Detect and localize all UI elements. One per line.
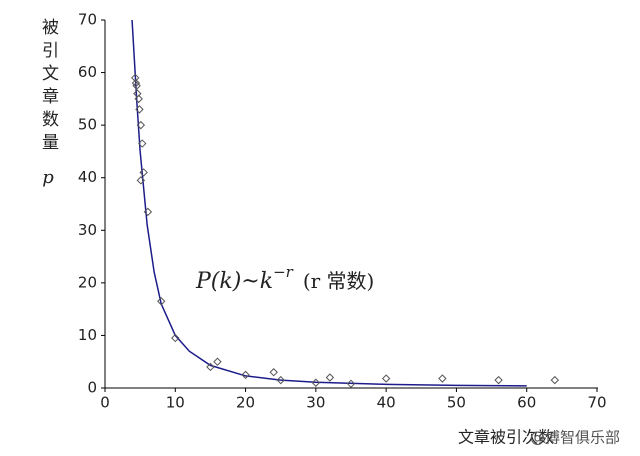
y-tick-label: 70: [78, 11, 97, 29]
data-point: [381, 374, 391, 383]
y-tick-label: 10: [78, 326, 97, 344]
data-point: [550, 375, 560, 385]
x-tick-label: 20: [236, 394, 255, 412]
y-tick-label: 40: [78, 168, 97, 186]
x-tick-label: 0: [100, 394, 110, 412]
x-tick-label: 30: [306, 394, 325, 412]
data-point: [136, 176, 146, 185]
fit-curve: [131, 19, 527, 387]
data-point: [132, 81, 141, 90]
data-point: [143, 207, 153, 217]
y-axis-label: 被引文章数量: [38, 18, 59, 156]
formula: P(k)~k−r (r 常数): [195, 263, 374, 294]
data-point: [131, 78, 141, 88]
y-tick-label: 50: [78, 116, 97, 134]
y-axis-symbol: p: [42, 167, 54, 188]
formula-exponent: −r: [273, 263, 294, 281]
data-point: [346, 379, 356, 389]
x-tick-label: 50: [447, 394, 466, 412]
data-point: [438, 374, 447, 383]
formula-note: (r 常数): [303, 269, 375, 293]
data-point: [136, 120, 146, 130]
data-point: [138, 139, 147, 148]
data-point: [131, 73, 140, 83]
y-tick-label: 60: [78, 63, 97, 81]
y-tick-label: 20: [78, 273, 97, 291]
data-point: [206, 362, 215, 372]
data-point: [325, 373, 335, 382]
data-point: [213, 357, 222, 366]
x-axis-label: 文章被引次数: [458, 428, 554, 447]
formula-base: P(k)~k: [195, 269, 273, 294]
data-point: [134, 94, 143, 104]
data-point: [139, 168, 148, 177]
data-point: [276, 375, 285, 385]
x-tick-label: 10: [166, 394, 185, 412]
data-point: [241, 370, 250, 380]
data-point: [135, 105, 144, 114]
data-point: [171, 333, 180, 343]
y-tick-label: 0: [87, 379, 97, 397]
data-point: [494, 375, 503, 385]
y-tick-label: 30: [78, 221, 97, 239]
data-point: [311, 378, 321, 387]
x-tick-label: 70: [587, 394, 606, 412]
data-point: [269, 368, 278, 377]
data-point: [157, 297, 166, 306]
watermark: @博智俱乐部: [530, 429, 620, 447]
x-tick-label: 40: [377, 394, 396, 412]
x-tick-label: 60: [517, 394, 536, 412]
